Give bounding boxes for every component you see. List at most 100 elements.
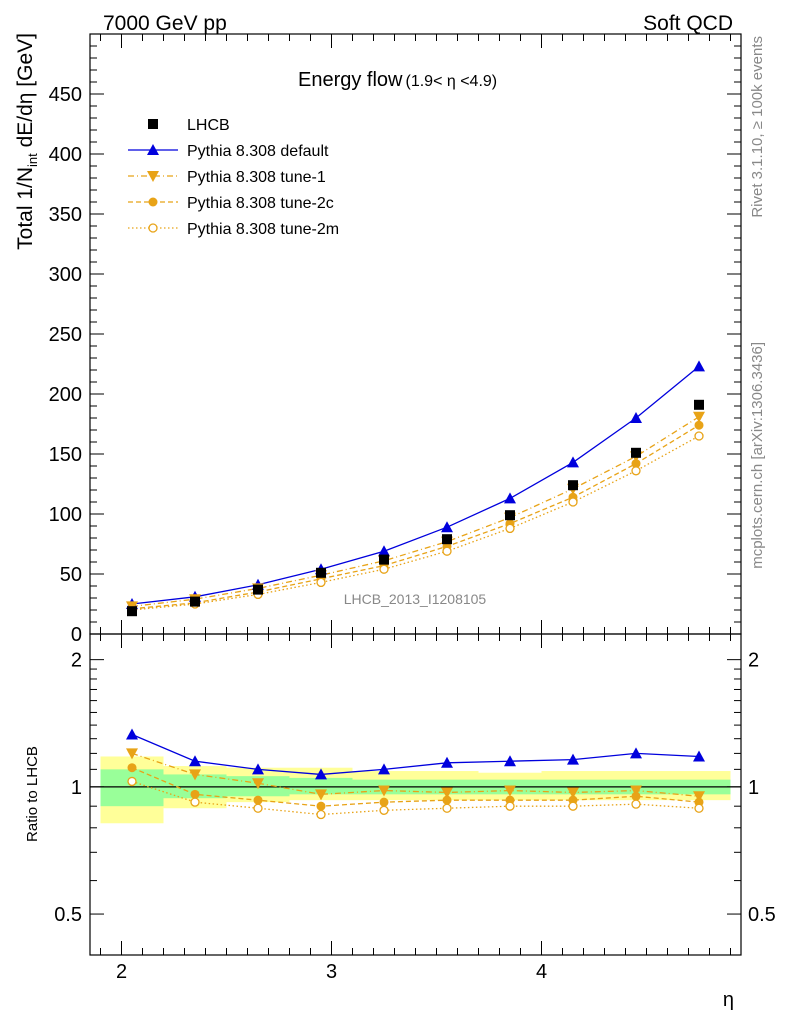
data-point-pythia-8-308-default <box>378 545 390 557</box>
ratio-line-pythia-8-308-tune-2m <box>131 780 700 816</box>
x-tick-label: 4 <box>536 961 547 983</box>
x-tick-label: 3 <box>326 961 337 983</box>
ratio-point-pythia-8-308-tune-2m <box>316 809 326 820</box>
main-ytick-label: 350 <box>49 204 82 226</box>
ratio-point-pythia-8-308-tune-2m <box>379 805 389 815</box>
mcplots-label: mcplots.cern.ch [arXiv:1306.3436] <box>749 342 766 569</box>
ratio-point-pythia-8-308-tune-1 <box>441 787 453 799</box>
ratio-ytick-label-left: 2 <box>71 650 82 672</box>
main-title: Energy flow (1.9< η <4.9) <box>298 69 497 91</box>
data-point-pythia-8-308-tune-2m <box>505 523 515 534</box>
legend-marker <box>148 223 158 233</box>
series-line-pythia-8-308-tune-2m <box>131 435 700 611</box>
ratio-point-pythia-8-308-tune-2c <box>379 797 389 807</box>
header-left: 7000 GeV pp <box>103 12 227 35</box>
data-point-lhcb <box>442 534 452 545</box>
data-point-pythia-8-308-default <box>441 521 453 533</box>
data-point-lhcb <box>694 399 704 410</box>
data-point-lhcb <box>253 584 263 595</box>
legend-marker <box>147 171 159 182</box>
data-point-lhcb <box>316 567 326 578</box>
data-point-lhcb <box>568 480 578 491</box>
ratio-point-pythia-8-308-tune-1 <box>378 785 390 797</box>
data-point-lhcb <box>127 606 137 617</box>
ratio-panel: 0.5 0.5 1 1 2 2 2 3 4 <box>54 633 776 983</box>
ratio-point-pythia-8-308-tune-2m <box>568 801 578 811</box>
ratio-point-pythia-8-308-tune-2c <box>316 801 326 811</box>
ratio-ytick-label-left: 0.5 <box>54 904 82 926</box>
data-point-pythia-8-308-tune-2c <box>694 420 704 430</box>
ratio-point-pythia-8-308-default <box>567 753 579 765</box>
x-axis-label: η <box>723 989 734 1011</box>
legend-label: LHCB <box>187 117 230 134</box>
series-line-pythia-8-308-tune-1 <box>131 416 700 608</box>
main-ytick-label: 50 <box>60 564 82 586</box>
data-point-pythia-8-308-tune-2m <box>442 546 452 556</box>
data-point-pythia-8-308-tune-2m <box>316 577 326 588</box>
legend-marker <box>148 197 158 207</box>
main-ytick-label: 400 <box>49 144 82 166</box>
ratio-point-pythia-8-308-tune-2m <box>253 803 263 813</box>
data-point-pythia-8-308-default <box>504 492 516 504</box>
ratio-point-pythia-8-308-default <box>693 750 705 762</box>
data-point-lhcb <box>631 447 641 458</box>
x-tick-label: 2 <box>116 961 127 983</box>
data-point-pythia-8-308-tune-2m <box>694 431 704 441</box>
band-inner-bin <box>100 769 164 807</box>
legend-label: Pythia 8.308 default <box>187 143 329 160</box>
ratio-ytick-label-right: 0.5 <box>748 904 776 926</box>
main-ytick-label: 200 <box>49 384 82 406</box>
data-point-pythia-8-308-tune-1 <box>693 411 705 423</box>
ratio-point-pythia-8-308-tune-2c <box>631 791 641 801</box>
ratio-point-pythia-8-308-tune-2c <box>442 795 452 805</box>
ratio-point-pythia-8-308-default <box>315 768 327 780</box>
ratio-point-pythia-8-308-default <box>126 728 138 740</box>
main-panel: LHCB_2013_I1208105 0 50 100 150 200 250 300 350 4… <box>49 33 742 646</box>
data-point-lhcb <box>505 510 515 521</box>
series-line-pythia-8-308-tune-2c <box>131 424 700 610</box>
data-point-lhcb <box>379 554 389 565</box>
ratio-point-pythia-8-308-default <box>378 763 390 775</box>
series-line-pythia-8-308-default <box>131 365 700 605</box>
legend-label: Pythia 8.308 tune-2c <box>187 195 334 212</box>
watermark-label: LHCB_2013_I1208105 <box>344 591 487 607</box>
data-point-pythia-8-308-default <box>567 456 579 468</box>
main-ytick-label: 100 <box>49 504 82 526</box>
main-ytick-label: 300 <box>49 264 82 286</box>
header-right: Soft QCD <box>643 12 733 35</box>
ratio-point-pythia-8-308-tune-2m <box>505 801 515 811</box>
band-inner-bin <box>289 777 353 795</box>
ratio-point-pythia-8-308-tune-1 <box>693 791 705 803</box>
data-point-pythia-8-308-tune-2m <box>631 466 641 476</box>
ratio-point-pythia-8-308-default <box>504 755 516 767</box>
data-point-pythia-8-308-tune-2m <box>568 497 578 507</box>
main-ytick-label: 250 <box>49 324 82 346</box>
main-ylabel: Total 1/Nint dE/dη [GeV] <box>14 33 40 250</box>
data-point-pythia-8-308-default <box>630 412 642 423</box>
ratio-line-pythia-8-308-tune-1 <box>131 752 700 797</box>
ratio-point-pythia-8-308-tune-2c <box>190 789 200 799</box>
ratio-ylabel: Ratio to LHCB <box>24 746 41 842</box>
ratio-ytick-label-right: 1 <box>748 777 759 799</box>
ratio-point-pythia-8-308-tune-2m <box>190 797 200 807</box>
ratio-point-pythia-8-308-tune-2m <box>127 776 137 787</box>
ratio-ytick-label-left: 1 <box>71 777 82 799</box>
data-point-lhcb <box>190 596 200 607</box>
ratio-point-pythia-8-308-tune-1 <box>630 785 642 797</box>
main-ytick-label: 450 <box>49 84 82 106</box>
ratio-point-pythia-8-308-tune-2c <box>253 795 263 805</box>
legend-marker <box>147 144 159 155</box>
ratio-point-pythia-8-308-tune-2m <box>631 799 641 809</box>
main-ytick-label: 150 <box>49 444 82 466</box>
main-ytick-label: 0 <box>71 624 82 646</box>
ratio-point-pythia-8-308-default <box>252 763 264 775</box>
ratio-point-pythia-8-308-default <box>189 755 201 767</box>
ratio-point-pythia-8-308-tune-1 <box>504 785 516 797</box>
ratio-frame <box>89 633 742 956</box>
ratio-point-pythia-8-308-tune-2m <box>442 803 452 813</box>
legend-label: Pythia 8.308 tune-1 <box>187 169 326 186</box>
legend-label: Pythia 8.308 tune-2m <box>187 221 339 238</box>
ratio-point-pythia-8-308-tune-1 <box>315 789 327 801</box>
ratio-point-pythia-8-308-tune-1 <box>189 769 201 781</box>
